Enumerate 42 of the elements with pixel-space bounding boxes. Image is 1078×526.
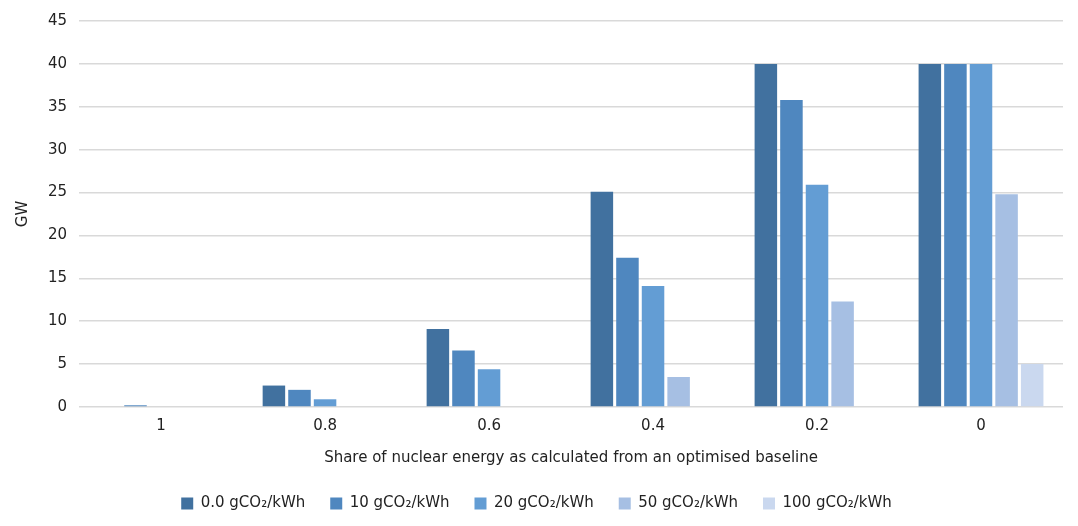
x-tick-label: 0 [976, 415, 986, 434]
x-axis-title: Share of nuclear energy as calculated from an optimised baseline [324, 447, 818, 466]
y-tick-label: 30 [47, 139, 68, 158]
bar [590, 191, 614, 407]
x-tick-label: 0.6 [477, 415, 501, 434]
bar [944, 63, 967, 407]
bar [616, 257, 639, 407]
bar [452, 350, 475, 407]
y-tick-label: 40 [47, 53, 68, 72]
legend-label: 0.0 gCO₂/kWh [200, 493, 306, 512]
x-tick-label: 0.4 [641, 415, 665, 434]
bar [780, 99, 803, 407]
bar [831, 301, 854, 407]
bar [754, 63, 778, 407]
legend-label: 100 gCO₂/kWh [782, 493, 892, 512]
bar [667, 376, 690, 407]
x-tick-label: 0.2 [805, 415, 829, 434]
bar [805, 184, 829, 407]
y-tick-label: 20 [47, 225, 68, 244]
y-tick-label: 25 [47, 182, 68, 201]
y-axis-title: GW [12, 200, 31, 228]
legend-label: 20 gCO₂/kWh [493, 493, 594, 512]
bar [262, 385, 286, 407]
bar [477, 369, 501, 407]
bar [426, 328, 450, 407]
x-tick-label: 1 [156, 415, 166, 434]
y-tick-label: 35 [47, 96, 68, 115]
bar [1020, 364, 1044, 407]
bar [313, 399, 337, 407]
y-tick-label: 45 [47, 10, 68, 29]
legend-label: 10 gCO₂/kWh [349, 493, 450, 512]
y-tick-label: 0 [57, 396, 68, 415]
bar [288, 389, 311, 407]
bar [969, 63, 993, 407]
legend-label: 50 gCO₂/kWh [638, 493, 738, 512]
x-tick-label: 0.8 [313, 415, 337, 434]
bar [918, 63, 942, 407]
bar [641, 286, 665, 407]
y-tick-label: 10 [47, 311, 68, 330]
y-tick-label: 15 [47, 268, 68, 287]
y-tick-label: 5 [57, 354, 68, 372]
bar [995, 194, 1018, 407]
